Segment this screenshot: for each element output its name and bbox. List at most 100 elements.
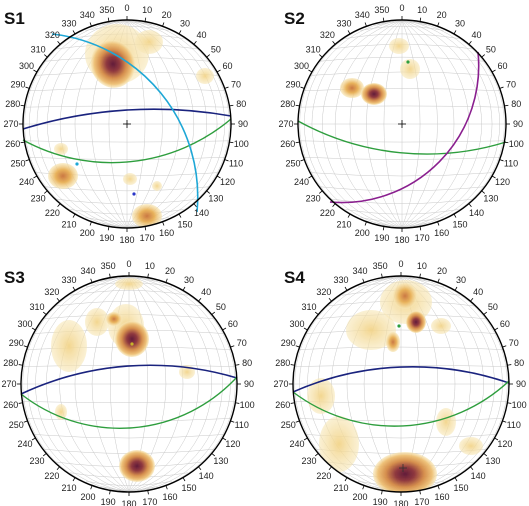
density-contour — [431, 318, 451, 334]
azimuth-tick — [419, 226, 422, 231]
azimuth-tick — [453, 30, 457, 35]
azimuth-tick — [33, 69, 38, 73]
grid-line — [70, 209, 184, 215]
azimuth-tick — [18, 364, 23, 366]
azimuth-label: 310 — [306, 44, 321, 54]
azimuth-tick — [437, 278, 440, 283]
azimuth-label: 140 — [469, 208, 484, 218]
azimuth-label: 0 — [398, 259, 403, 269]
azimuth-label: 120 — [225, 439, 240, 449]
azimuth-tick — [198, 466, 202, 471]
azimuth-label: 180 — [394, 235, 409, 245]
azimuth-label: 150 — [452, 219, 467, 229]
azimuth-label: 40 — [201, 287, 211, 297]
azimuth-tick — [235, 402, 240, 404]
azimuth-label: 150 — [453, 483, 468, 493]
azimuth-label: 60 — [497, 61, 507, 71]
azimuth-label: 100 — [234, 139, 249, 149]
azimuth-label: 120 — [220, 177, 235, 187]
azimuth-label: 60 — [222, 61, 232, 71]
grid-line — [298, 346, 504, 350]
azimuth-label: 220 — [316, 471, 331, 481]
azimuth-label: 170 — [140, 233, 155, 243]
azimuth-label: 70 — [231, 79, 241, 89]
azimuth-tick — [44, 54, 48, 58]
grid-line — [303, 156, 501, 160]
azimuth-label: 310 — [31, 44, 46, 54]
density-contour — [406, 311, 426, 333]
azimuth-tick — [344, 286, 348, 291]
azimuth-label: 270 — [3, 119, 18, 129]
azimuth-label: 330 — [61, 275, 76, 285]
azimuth-tick — [224, 159, 229, 162]
azimuth-tick — [454, 477, 458, 482]
azimuth-tick — [193, 203, 197, 207]
density-contour — [152, 181, 162, 191]
azimuth-label: 280 — [280, 99, 295, 109]
azimuth-label: 20 — [437, 10, 447, 20]
azimuth-label: 190 — [373, 497, 388, 506]
density-contour — [115, 321, 149, 357]
azimuth-label: 340 — [80, 266, 95, 276]
azimuth-label: 130 — [485, 456, 500, 466]
azimuth-tick — [162, 221, 165, 226]
azimuth-label: 90 — [513, 119, 523, 129]
azimuth-tick — [499, 86, 504, 89]
azimuth-label: 10 — [417, 5, 427, 15]
azimuth-tick — [56, 466, 60, 471]
azimuth-label: 110 — [229, 159, 243, 169]
azimuth-label: 130 — [208, 194, 223, 204]
azimuth-label: 320 — [44, 287, 59, 297]
azimuth-tick — [165, 278, 168, 283]
pole-marker — [397, 324, 401, 328]
azimuth-tick — [468, 203, 472, 207]
azimuth-label: 230 — [302, 456, 317, 466]
azimuth-tick — [165, 485, 168, 490]
density-contour — [436, 408, 456, 436]
azimuth-label: 320 — [45, 30, 60, 40]
azimuth-tick — [308, 69, 313, 73]
azimuth-tick — [347, 213, 351, 218]
density-contour — [135, 30, 163, 54]
azimuth-label: 70 — [509, 338, 519, 348]
azimuth-tick — [90, 485, 93, 490]
grid-line — [320, 56, 484, 62]
azimuth-label: 110 — [504, 159, 518, 169]
azimuth-label: 180 — [121, 499, 136, 506]
azimuth-label: 80 — [242, 358, 252, 368]
density-contour — [373, 452, 437, 492]
azimuth-label: 250 — [281, 420, 296, 430]
azimuth-tick — [211, 453, 216, 457]
grid-line — [310, 172, 494, 177]
azimuth-label: 20 — [165, 266, 175, 276]
azimuth-tick — [25, 86, 30, 89]
azimuth-tick — [382, 17, 385, 22]
azimuth-label: 210 — [61, 483, 76, 493]
azimuth-tick — [491, 69, 496, 73]
azimuth-tick — [381, 490, 383, 495]
azimuth-tick — [362, 278, 365, 283]
azimuth-label: 50 — [211, 44, 221, 54]
azimuth-label: 290 — [9, 338, 24, 348]
azimuth-tick — [481, 54, 485, 58]
azimuth-tick — [224, 86, 229, 89]
azimuth-label: 340 — [352, 266, 367, 276]
azimuth-tick — [42, 453, 47, 457]
azimuth-tick — [494, 327, 499, 331]
grid-line — [376, 222, 428, 227]
azimuth-label: 170 — [414, 497, 429, 506]
azimuth-label: 270 — [278, 119, 293, 129]
azimuth-tick — [206, 190, 210, 194]
azimuth-label: 210 — [336, 219, 351, 229]
azimuth-tick — [89, 22, 92, 27]
azimuth-tick — [56, 297, 60, 302]
azimuth-tick — [144, 226, 147, 231]
azimuth-label: 30 — [180, 19, 190, 29]
grid-line — [28, 88, 226, 92]
azimuth-tick — [72, 286, 76, 291]
azimuth-tick — [18, 402, 23, 404]
azimuth-label: 30 — [184, 275, 194, 285]
azimuth-label: 260 — [275, 400, 290, 410]
